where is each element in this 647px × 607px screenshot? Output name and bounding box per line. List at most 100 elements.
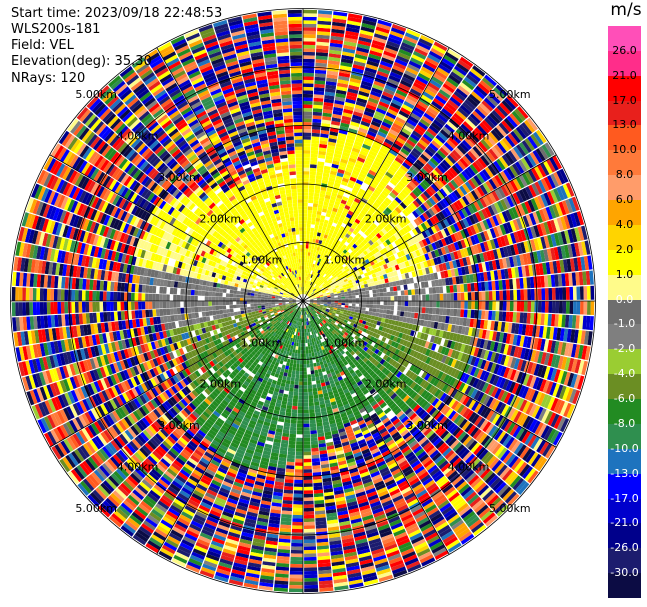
velocity-gate [477,157,487,169]
velocity-gate [299,378,303,382]
velocity-gate [512,192,521,205]
velocity-gate [368,265,374,271]
velocity-gate [551,287,556,300]
velocity-gate [364,191,372,198]
velocity-gate [387,230,394,237]
velocity-gate [492,301,496,311]
velocity-gate [449,167,458,177]
velocity-gate [286,376,291,381]
velocity-gate [330,225,336,231]
velocity-gate [353,60,366,67]
velocity-gate [387,152,397,160]
velocity-gate [294,479,303,484]
velocity-gate [416,263,422,270]
velocity-gate [394,139,404,148]
velocity-gate [316,210,322,216]
velocity-gate [310,231,314,236]
velocity-gate [440,229,447,238]
velocity-gate [358,172,367,179]
velocity-gate [404,207,412,215]
velocity-gate [499,102,511,115]
velocity-gate [375,134,386,142]
velocity-gate [307,292,310,296]
velocity-gate [390,125,401,134]
velocity-gate [313,101,324,106]
velocity-gate [315,281,319,285]
velocity-gate [425,57,439,67]
velocity-gate [451,213,459,223]
velocity-gate [375,26,390,34]
velocity-gate [310,150,319,155]
velocity-gate [389,30,404,39]
velocity-gate [313,271,316,276]
velocity-gate [343,286,347,290]
velocity-gate [320,276,324,281]
velocity-gate [421,238,428,247]
velocity-gate [309,296,313,299]
velocity-gate [376,292,381,297]
velocity-gate [398,181,406,189]
velocity-gate [450,293,454,301]
velocity-gate [476,186,485,197]
velocity-gate [373,80,386,88]
velocity-gate [303,462,312,466]
velocity-gate [375,173,383,180]
velocity-gate [308,185,315,190]
velocity-gate [456,187,465,198]
velocity-gate [543,160,553,175]
velocity-gate [343,148,352,154]
velocity-gate [323,169,331,174]
velocity-gate [309,238,313,242]
velocity-gate [506,95,519,108]
velocity-gate [450,224,457,234]
velocity-gate [303,122,312,126]
velocity-gate [540,193,549,207]
velocity-gate [303,343,306,347]
velocity-gate [308,284,311,289]
velocity-gate [347,270,352,275]
velocity-gate [295,346,299,350]
velocity-gate [438,89,451,99]
velocity-gate [427,227,435,236]
velocity-gate [389,149,398,157]
velocity-gate [338,72,351,78]
velocity-gate [337,190,345,196]
velocity-gate [422,179,431,188]
velocity-gate [317,13,332,19]
velocity-gate [439,293,444,301]
velocity-gate [357,249,363,255]
velocity-gate [479,171,488,182]
velocity-gate [303,108,313,112]
velocity-gate [393,232,400,240]
velocity-gate [390,301,395,306]
velocity-gate [318,284,322,288]
velocity-gate [397,133,408,142]
velocity-gate [320,186,327,191]
velocity-gate [336,268,342,273]
velocity-gate [345,233,351,239]
velocity-gate [333,260,339,265]
velocity-gate [323,98,334,104]
velocity-gate [303,287,305,291]
velocity-gate [434,70,448,80]
velocity-gate [404,301,409,307]
velocity-gate [446,308,451,316]
velocity-gate [436,222,444,231]
velocity-gate [454,147,465,158]
velocity-gate [316,168,324,173]
velocity-gate [432,307,437,315]
velocity-gate [328,134,338,140]
velocity-gate [322,176,329,181]
velocity-gate [292,511,303,516]
velocity-gate [353,209,360,216]
velocity-gate [289,588,303,593]
velocity-gate [307,206,313,211]
velocity-gate [441,174,450,184]
velocity-gate [352,200,359,207]
velocity-gate [311,292,315,295]
velocity-gate [534,288,539,300]
velocity-gate [303,416,310,421]
velocity-gate [359,257,365,263]
velocity-gate [383,263,389,270]
velocity-gate [464,137,475,148]
